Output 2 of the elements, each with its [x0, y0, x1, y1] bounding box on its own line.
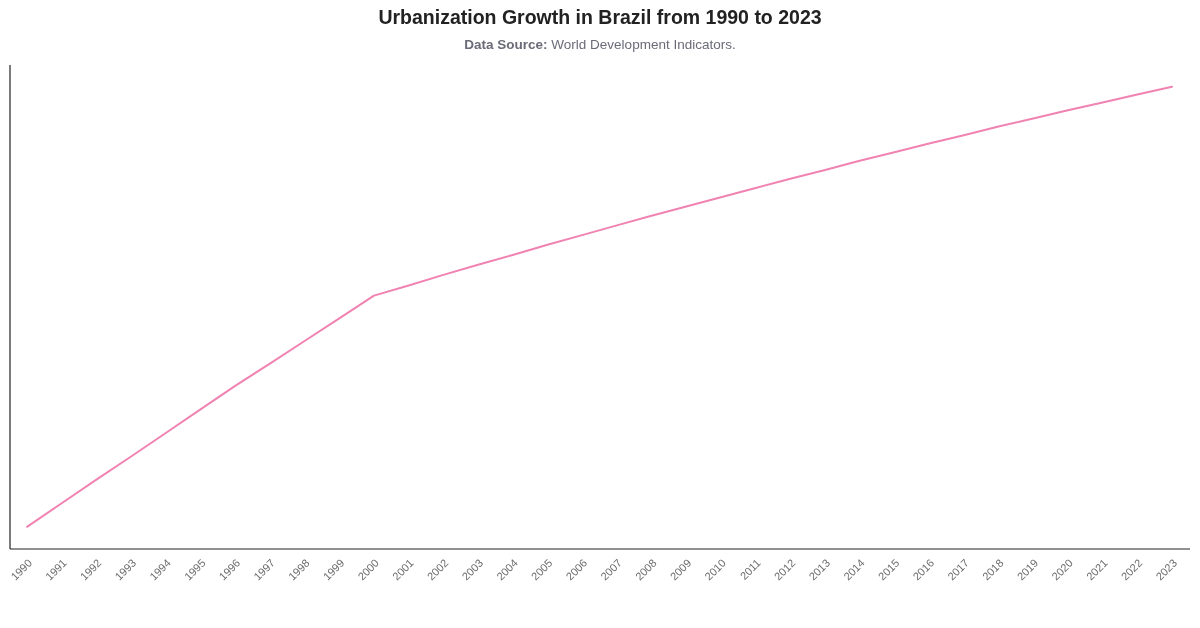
chart-title: Urbanization Growth in Brazil from 1990 to 2023: [378, 6, 822, 28]
chart-subtitle: Data Source: World Development Indicators.: [464, 37, 736, 52]
